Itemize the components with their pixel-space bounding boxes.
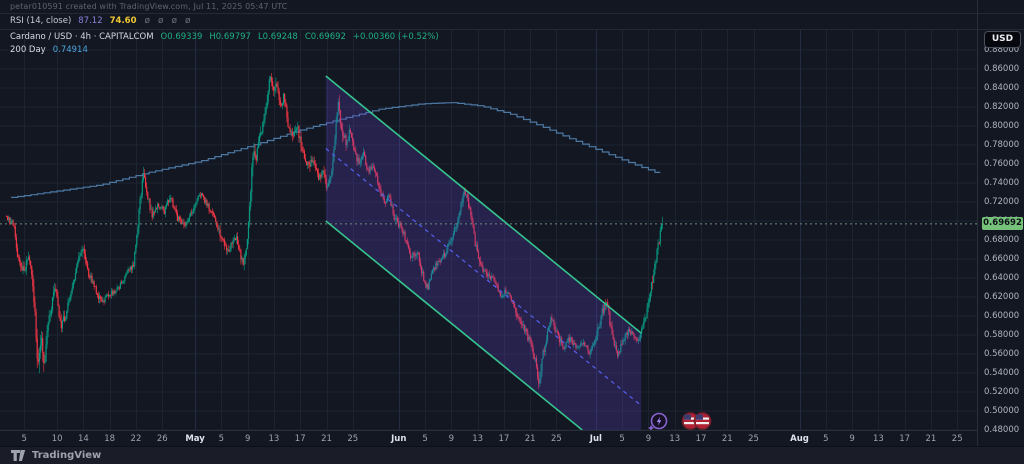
- price-axis-label: 0.66000: [984, 254, 1020, 264]
- time-axis-label: 10: [51, 434, 63, 444]
- time-axis-label: 5: [619, 434, 625, 444]
- time-axis-label: 17: [899, 434, 911, 444]
- time-axis-month-label: May: [185, 434, 205, 444]
- time-axis[interactable]: 5 10 14 18 22 26 May 5 9 13 17 21 25 Jun 5 9 13 17 21 25 Jul…: [0, 430, 977, 446]
- rsi-title[interactable]: RSI (14, close): [10, 16, 72, 26]
- up-candle-bodies: [8, 77, 663, 384]
- time-axis-label: 21: [721, 434, 733, 444]
- price-axis-label: 0.72000: [984, 197, 1020, 207]
- time-axis-label: 13: [472, 434, 484, 444]
- time-axis-label: 25: [347, 434, 359, 444]
- legend-settings-icon[interactable]: ø: [158, 15, 164, 26]
- event-lightning-icon[interactable]: [647, 411, 669, 437]
- price-axis-label: 0.54000: [984, 368, 1020, 378]
- time-axis-label: 26: [156, 434, 168, 444]
- time-axis-label: 13: [872, 434, 884, 444]
- price-axis-label: 0.62000: [984, 292, 1020, 302]
- ohlc-close: C0.69692: [304, 32, 346, 42]
- time-axis-label: 21: [925, 434, 937, 444]
- time-axis-label: 25: [748, 434, 759, 444]
- price-axis-label: 0.48000: [984, 425, 1020, 435]
- last-price-badge: 0.69692: [982, 217, 1023, 231]
- price-axis-label: 0.52000: [984, 387, 1020, 397]
- price-axis-label: 0.74000: [984, 178, 1020, 188]
- channel-mid-line[interactable]: [325, 148, 642, 407]
- channel-lower-line[interactable]: [325, 220, 583, 430]
- time-axis-label: 9: [849, 434, 855, 444]
- ohlc-open: O0.69339: [160, 32, 203, 42]
- time-axis-label: 17: [498, 434, 510, 444]
- channel-upper-line[interactable]: [325, 75, 642, 334]
- time-axis-month-label: Jun: [391, 434, 407, 444]
- event-us-flags-icon[interactable]: [681, 411, 712, 435]
- channel-fill[interactable]: [325, 76, 642, 430]
- price-axis-label: 0.60000: [984, 311, 1020, 321]
- time-axis-label: 13: [268, 434, 280, 444]
- time-axis-label: 5: [422, 434, 428, 444]
- time-axis-label: 22: [130, 434, 142, 444]
- price-axis-label: 0.78000: [984, 140, 1020, 150]
- pane-divider-bottom: [0, 29, 1024, 30]
- footer-bar: TradingView: [0, 446, 1024, 464]
- time-axis-label: 18: [104, 434, 116, 444]
- time-axis-label: 25: [551, 434, 562, 444]
- price-axis-label: 0.64000: [984, 273, 1020, 283]
- symbol-legend: Cardano / USD · 4h · CAPITALCOM O0.69339…: [10, 32, 439, 55]
- ma-legend-value: 0.74914: [52, 45, 88, 55]
- price-axis-label: 0.88000: [984, 45, 1020, 55]
- symbol-title[interactable]: Cardano / USD · 4h · CAPITALCOM: [10, 32, 154, 42]
- time-axis-label: 5: [21, 434, 27, 444]
- rsi-value: 87.12: [78, 16, 103, 26]
- price-axis-label: 0.84000: [984, 83, 1020, 93]
- time-axis-month-label: Jul: [589, 434, 602, 444]
- chart-plot-area[interactable]: [0, 29, 977, 430]
- time-axis-label: 5: [823, 434, 829, 444]
- time-axis-label: 25: [951, 434, 963, 444]
- watermark: petar010591 created with TradingView.com…: [10, 2, 288, 11]
- time-axis-label: 21: [524, 434, 536, 444]
- price-axis-label: 0.50000: [984, 406, 1020, 416]
- price-axis[interactable]: USD 0.69692 0.88000 0.86000 0.84000 0.82000…: [977, 0, 1024, 446]
- ma-legend-label[interactable]: 200 Day: [10, 45, 46, 55]
- down-candle-bodies: [5, 77, 660, 384]
- price-axis-label: 0.56000: [984, 349, 1020, 359]
- tradingview-logo-icon[interactable]: [10, 449, 27, 462]
- price-axis-label: 0.68000: [984, 235, 1020, 245]
- time-axis-label: 5: [218, 434, 225, 444]
- legend-eye-icon[interactable]: ø: [144, 15, 151, 26]
- legend-more-icon[interactable]: ø: [185, 15, 191, 26]
- time-axis-label: 9: [448, 434, 455, 444]
- time-axis-label: 14: [77, 434, 89, 444]
- time-axis-label: 13: [669, 434, 681, 444]
- rsi-legend: RSI (14, close) 87.12 74.60 ø ø ø ø: [10, 16, 191, 26]
- price-axis-label: 0.76000: [984, 159, 1020, 169]
- price-axis-label: 0.86000: [984, 64, 1020, 74]
- rsi-ma-value: 74.60: [109, 16, 137, 26]
- time-axis-label: 9: [645, 434, 652, 444]
- price-axis-label: 0.82000: [984, 102, 1020, 112]
- change-value: +0.00360 (+0.52%): [352, 32, 439, 42]
- ohlc-high: H0.69797: [209, 32, 251, 42]
- time-axis-label: 9: [244, 434, 251, 444]
- legend-delete-icon[interactable]: ø: [171, 15, 178, 26]
- time-axis-label: 21: [321, 434, 332, 444]
- pane-divider-top: [0, 13, 1024, 14]
- time-axis-label: 17: [695, 434, 707, 444]
- price-axis-label: 0.58000: [984, 330, 1020, 340]
- footer-brand[interactable]: TradingView: [32, 450, 102, 461]
- time-axis-month-label: Aug: [790, 434, 809, 444]
- ohlc-low: L0.69248: [257, 32, 298, 42]
- currency-toggle-button[interactable]: USD: [984, 31, 1021, 48]
- time-axis-label: 17: [294, 434, 306, 444]
- price-axis-label: 0.80000: [984, 121, 1020, 131]
